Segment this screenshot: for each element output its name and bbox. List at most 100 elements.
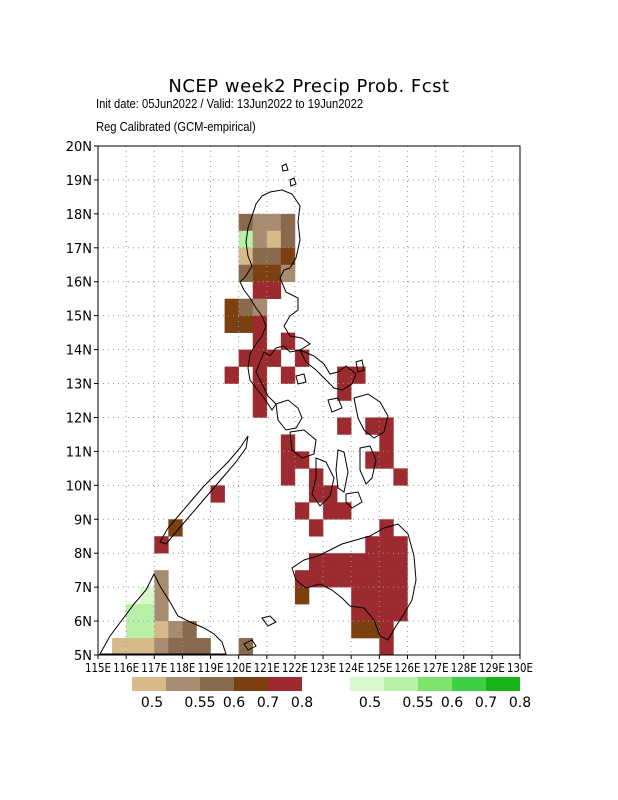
prob-cell: [393, 536, 408, 554]
prob-cell: [351, 553, 366, 571]
lon-label: 125E: [366, 661, 392, 675]
prob-cell: [351, 587, 366, 605]
prob-cell: [126, 621, 141, 639]
prob-cell: [140, 604, 155, 622]
coast-batanes-1: [289, 177, 297, 187]
prob-cell: [168, 621, 183, 639]
coast-bohol: [345, 491, 363, 509]
prob-cell: [280, 332, 296, 350]
lat-label: 11N: [66, 445, 92, 460]
prob-cell: [280, 230, 296, 249]
prob-cell: [393, 587, 408, 605]
lon-label: 128E: [451, 661, 477, 675]
prob-cell: [266, 247, 282, 266]
coast-leyte: [359, 445, 377, 485]
coast-catanduanes: [355, 359, 365, 373]
prob-cell: [252, 298, 268, 316]
lat-label: 9N: [74, 513, 92, 528]
lat-label: 19N: [66, 174, 92, 189]
lon-label: 118E: [169, 661, 195, 675]
prob-cell: [365, 604, 380, 622]
prob-cell: [393, 604, 408, 622]
prob-cell: [266, 349, 282, 367]
coast-marinduque: [295, 373, 307, 385]
prob-cell: [224, 315, 239, 333]
prob-cell: [337, 383, 352, 401]
legend-swatch: [452, 677, 486, 691]
prob-cell: [266, 230, 282, 249]
lon-label: 123E: [310, 661, 336, 675]
legend-label: 0.8: [509, 695, 531, 711]
lat-label: 15N: [66, 310, 92, 325]
prob-cell: [252, 281, 268, 299]
prob-cell: [280, 247, 296, 266]
coast-panay: [289, 429, 317, 459]
grid-lines: [98, 146, 520, 655]
legend-swatch: [486, 677, 520, 691]
prob-cell: [337, 366, 352, 384]
prob-cell: [294, 502, 310, 520]
lat-label: 18N: [66, 208, 92, 223]
prob-cell: [379, 536, 394, 554]
dry-legend: 0.5 0.55 0.6 0.7 0.8: [132, 677, 313, 711]
prob-cell: [337, 502, 352, 520]
prob-cell: [393, 570, 408, 588]
legend-swatch: [234, 677, 268, 691]
prob-cell: [182, 621, 197, 639]
coast-negros: [311, 457, 335, 507]
prob-cell: [238, 213, 254, 232]
coast-cebu: [335, 449, 349, 493]
prob-cell: [337, 417, 352, 435]
legend-swatch: [350, 677, 384, 691]
map-title: NCEP week2 Precip Prob. Fcst: [168, 76, 450, 97]
lat-label: 7N: [74, 581, 92, 596]
prob-cell: [266, 281, 282, 299]
prob-cell: [365, 417, 380, 435]
prob-cell: [252, 213, 268, 232]
lat-label: 17N: [66, 242, 92, 257]
prob-cell: [126, 604, 141, 622]
legend-swatch: [268, 677, 302, 691]
prob-cell: [379, 553, 394, 571]
prob-cell: [252, 264, 268, 283]
prob-cell: [280, 213, 296, 232]
lat-label: 5N: [74, 649, 92, 664]
lat-label: 20N: [66, 140, 92, 155]
prob-cell: [323, 570, 338, 588]
prob-cell: [294, 349, 310, 367]
prob-cell: [393, 468, 408, 486]
legend-swatch: [166, 677, 200, 691]
prob-cell: [224, 366, 239, 384]
legend-swatch: [200, 677, 234, 691]
prob-cell: [280, 434, 296, 452]
prob-cell: [280, 264, 296, 283]
coast-palawan: [159, 435, 249, 545]
legend-label: 0.6: [223, 695, 245, 711]
legend-label: 0.55: [402, 695, 433, 711]
prob-cell: [140, 587, 155, 605]
map-frame: [97, 145, 521, 656]
prob-cell: [323, 502, 338, 520]
lon-label: 116E: [113, 661, 139, 675]
coast-batanes-2: [281, 163, 289, 172]
lat-label: 10N: [66, 479, 92, 494]
coast-sulu-1: [261, 615, 277, 627]
lat-label: 16N: [66, 276, 92, 291]
legend-label: 0.8: [291, 695, 313, 711]
wet-legend: 0.5 0.55 0.6 0.7 0.8: [350, 677, 531, 711]
prob-cell: [154, 570, 169, 588]
prob-cell: [379, 417, 394, 435]
forecast-dates-subtitle: Init date: 05Jun2022 / Valid: 13Jun2022 …: [96, 96, 364, 111]
prob-cell: [238, 349, 254, 367]
prob-cell: [252, 247, 268, 266]
prob-cell: [168, 638, 183, 656]
legend-label: 0.7: [475, 695, 497, 711]
lon-label: 119E: [198, 661, 224, 675]
lon-label: 130E: [507, 661, 533, 675]
prob-cell: [210, 485, 225, 503]
prob-cell: [309, 570, 324, 588]
lon-label: 117E: [141, 661, 167, 675]
coast-samar: [353, 393, 389, 439]
prob-cell: [379, 570, 394, 588]
prob-cell: [379, 587, 394, 605]
